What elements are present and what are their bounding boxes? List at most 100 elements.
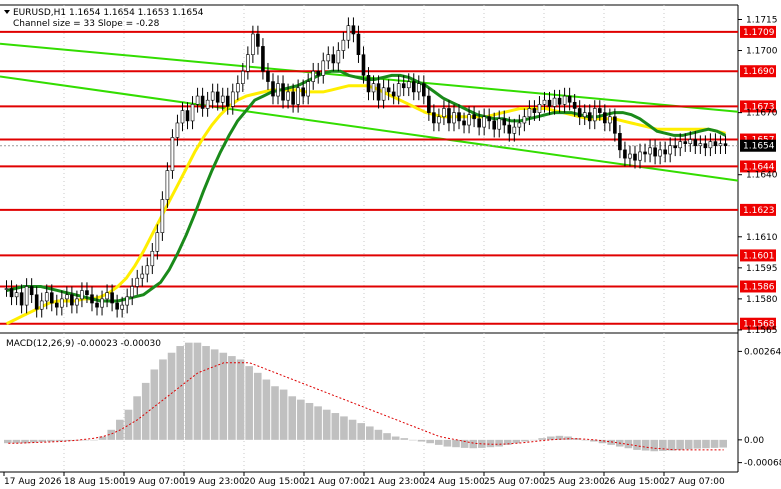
time-tick-label: 17 Aug 2026 (4, 477, 62, 487)
macd-tick-label: -0.00068 (744, 459, 781, 469)
time-tick-label: 21 Aug 23:00 (364, 477, 425, 487)
candle-body (557, 97, 562, 105)
level-badge (740, 280, 776, 293)
candle-body (623, 149, 627, 159)
macd-histogram-bar (391, 436, 400, 440)
chart-header: EURUSD,H1 1.1654 1.1654 1.1653 1.1654 Ch… (4, 8, 204, 29)
candle-body (14, 292, 19, 298)
level-label: 1.1568 (743, 320, 775, 330)
macd-histogram-bar (547, 436, 555, 440)
candle-body (70, 294, 74, 306)
macd-histogram-bar (133, 396, 141, 440)
dropdown-triangle-icon[interactable] (4, 10, 10, 14)
current-price-label: 1.1654 (743, 142, 775, 152)
level-label: 1.1709 (743, 28, 775, 38)
time-tick-label: 25 Aug 23:00 (544, 477, 605, 487)
candle-body (246, 54, 250, 72)
candle-body (532, 108, 537, 113)
candle-body (170, 137, 175, 171)
candle-body (220, 95, 225, 103)
macd-histogram-bar (176, 346, 184, 440)
candle-body (542, 99, 547, 105)
level-label: 1.1690 (743, 67, 775, 77)
candle-body (95, 302, 99, 308)
macd-histogram-bar (322, 409, 331, 440)
macd-histogram-bar (210, 349, 219, 440)
macd-histogram-bar (590, 439, 598, 442)
macd-histogram-bar (64, 439, 72, 441)
candle-body (381, 87, 386, 101)
macd-histogram-bar (383, 433, 391, 440)
price-tick-label: 1.1700 (746, 47, 778, 57)
macd-histogram-bar (314, 406, 322, 440)
macd-histogram-bar (107, 429, 116, 440)
macd-header: MACD(12,26,9) -0.00023 -0.00030 (6, 339, 161, 349)
macd-histogram-bar (512, 439, 521, 444)
candle-body (361, 54, 366, 76)
candle-body (185, 110, 190, 122)
candle-body (160, 199, 165, 233)
macd-histogram-bar (331, 413, 340, 440)
candle-body (507, 124, 512, 134)
macd-histogram-bar (47, 439, 55, 442)
time-tick-label: 18 Aug 15:00 (64, 477, 125, 487)
candle-body (301, 87, 305, 97)
candle-body (44, 292, 49, 302)
level-label: 1.1601 (743, 251, 775, 261)
candle-body (597, 108, 602, 113)
candle-body (658, 149, 662, 157)
macd-tick-label: 0.00 (744, 436, 764, 446)
candle-body (502, 118, 507, 126)
candle-body (110, 292, 114, 304)
level-label: 1.1586 (743, 282, 775, 292)
candle-body (140, 273, 145, 279)
macd-histogram-bar (460, 439, 469, 448)
candle-body (306, 81, 310, 97)
candle-body (241, 70, 245, 84)
symbol-header: EURUSD,H1 1.1654 1.1654 1.1653 1.1654 (13, 8, 204, 18)
candle-body (608, 116, 612, 124)
candle-body (75, 298, 79, 306)
macd-histogram-bar (150, 369, 159, 440)
price-tick-label: 1.1670 (746, 109, 778, 119)
candle-body (351, 25, 356, 35)
candle-body (442, 108, 446, 118)
candle-body (9, 288, 14, 298)
candle-body (452, 112, 456, 124)
macd-histogram-bar (202, 346, 210, 440)
macd-panel (4, 342, 727, 452)
candle-body (65, 294, 69, 300)
candle-body (281, 83, 285, 101)
candle-body (492, 120, 497, 130)
candle-body (150, 250, 155, 267)
price-tick-label: 1.1595 (746, 264, 778, 274)
level-badge (740, 249, 776, 262)
macd-histogram-bar (305, 402, 314, 440)
macd-histogram-bar (167, 352, 176, 440)
candle-body (356, 33, 361, 55)
candle-body (698, 143, 703, 147)
candle-body (195, 95, 200, 105)
candle-body (718, 143, 723, 147)
macd-histogram-bar (633, 439, 641, 450)
candle-body (683, 141, 688, 144)
price-tick-label: 1.1580 (746, 295, 778, 305)
candle-body (457, 112, 461, 122)
level-label: 1.1644 (743, 162, 775, 172)
time-tick-label: 25 Aug 07:00 (484, 477, 545, 487)
candle-body (125, 296, 129, 306)
time-tick-label: 27 Aug 07:00 (664, 477, 725, 487)
macd-histogram-bar (667, 439, 676, 451)
candle-body (80, 290, 84, 300)
macd-histogram-bar (253, 372, 262, 440)
macd-histogram-bar (98, 436, 107, 440)
macd-histogram-bar (141, 382, 150, 440)
candle-body (537, 104, 542, 113)
candle-body (39, 300, 44, 310)
candle-body (276, 83, 280, 97)
macd-histogram-bar (400, 438, 409, 440)
macd-histogram-bar (503, 439, 512, 445)
candle-body (638, 151, 642, 161)
candle-body (321, 60, 326, 76)
